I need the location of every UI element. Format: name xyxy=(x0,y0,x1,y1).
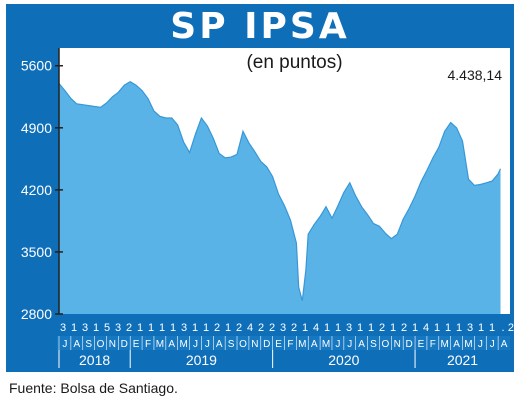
day-tick-label: 1 xyxy=(478,322,484,334)
month-label: M xyxy=(322,339,330,350)
day-tick-label: 1 xyxy=(390,322,396,334)
day-tick-label: 3 xyxy=(181,322,187,334)
month-label: S xyxy=(85,339,92,350)
day-tick-label: 1 xyxy=(137,322,143,334)
day-tick-label: 3 xyxy=(115,322,121,334)
month-label: E xyxy=(133,339,140,350)
day-tick-label: 1 xyxy=(225,322,231,334)
day-tick-label: 1 xyxy=(335,322,341,334)
month-label: N xyxy=(109,339,116,350)
month-label: A xyxy=(501,339,508,350)
day-tick-label: 2 xyxy=(126,322,132,334)
month-strip xyxy=(57,336,510,350)
month-label: M xyxy=(298,339,306,350)
month-label: D xyxy=(263,339,270,350)
month-label: J xyxy=(347,339,352,350)
month-label: S xyxy=(370,339,377,350)
day-tick-label: 1 xyxy=(170,322,176,334)
day-tick-label: 1 xyxy=(412,322,418,334)
month-label: J xyxy=(193,339,198,350)
day-tick-label: 3 xyxy=(82,322,88,334)
day-tick-label: 1 xyxy=(368,322,374,334)
day-tick-label: 2 xyxy=(291,322,297,334)
y-tick-label: 2800 xyxy=(21,306,52,322)
day-tick-label: 1 xyxy=(357,322,363,334)
chart-frame: SP IPSA 5600 4900 4200 3500 2800 (en puntos)… xyxy=(6,4,514,372)
day-tick-label: 1 xyxy=(203,322,209,334)
day-tick-label: 4 xyxy=(247,322,253,334)
day-tick-label: 2 xyxy=(214,322,220,334)
day-tick-label: 5 xyxy=(104,322,110,334)
month-label: E xyxy=(418,339,425,350)
month-label: J xyxy=(205,339,210,350)
day-tick-label: 1 xyxy=(93,322,99,334)
day-tick-label: 25 xyxy=(508,322,514,334)
month-label: F xyxy=(145,339,151,350)
year-label: 2020 xyxy=(328,352,359,368)
y-tick-label: 5600 xyxy=(21,58,52,74)
month-label: F xyxy=(430,339,436,350)
month-label: F xyxy=(287,339,293,350)
month-label: O xyxy=(97,339,105,350)
day-tick-label: 1 xyxy=(489,322,495,334)
day-tick-label: 1 xyxy=(148,322,154,334)
chart-subtitle: (en puntos) xyxy=(246,52,342,73)
y-tick-label: 4900 xyxy=(21,120,52,136)
month-label: J xyxy=(490,339,495,350)
month-label: A xyxy=(453,339,460,350)
month-label: O xyxy=(381,339,389,350)
day-tick-label: 1 xyxy=(71,322,77,334)
day-tick-label: 1 xyxy=(324,322,330,334)
month-label: M xyxy=(156,339,164,350)
day-tick-label: 2 xyxy=(258,322,264,334)
month-label: O xyxy=(239,339,247,350)
month-label: J xyxy=(478,339,483,350)
day-tick-label: 1 xyxy=(159,322,165,334)
year-label: 2018 xyxy=(79,352,110,368)
month-label: S xyxy=(228,339,235,350)
day-tick-label: 3 xyxy=(467,322,473,334)
year-label: 2021 xyxy=(447,352,478,368)
day-tick-label: 4 xyxy=(423,322,429,334)
day-tick-label: 2 xyxy=(236,322,242,334)
day-tick-label: 1 xyxy=(302,322,308,334)
day-tick-label: 2 xyxy=(269,322,275,334)
day-tick-label: 1 xyxy=(192,322,198,334)
day-tick-label: 2 xyxy=(401,322,407,334)
day-tick-label: 1 xyxy=(456,322,462,334)
day-tick-label: 4 xyxy=(313,322,319,334)
y-tick-label: 3500 xyxy=(21,244,52,260)
chart-svg: 5600 4900 4200 3500 2800 (en puntos) 4.438,1… xyxy=(21,48,514,368)
month-label: D xyxy=(406,339,413,350)
month-label: A xyxy=(168,339,175,350)
month-label: E xyxy=(275,339,282,350)
year-label: 2019 xyxy=(186,352,217,368)
month-label: J xyxy=(62,339,67,350)
month-label: J xyxy=(335,339,340,350)
day-tick-label: . xyxy=(501,322,504,334)
day-tick-label: 1 xyxy=(445,322,451,334)
day-tick-label: 3 xyxy=(346,322,352,334)
month-label: A xyxy=(358,339,365,350)
month-label: A xyxy=(73,339,80,350)
month-label: M xyxy=(441,339,449,350)
index-line-series xyxy=(58,81,502,301)
month-label: M xyxy=(464,339,472,350)
month-label: N xyxy=(251,339,258,350)
day-tick-label: 2 xyxy=(379,322,385,334)
month-label: A xyxy=(216,339,223,350)
day-tick-label: 1 xyxy=(434,322,440,334)
y-tick-label: 4200 xyxy=(21,182,52,198)
source-note: Fuente: Bolsa de Santiago. xyxy=(9,380,178,396)
day-tick-label: 3 xyxy=(280,322,286,334)
month-label: D xyxy=(121,339,128,350)
chart-title: SP IPSA xyxy=(170,6,350,47)
month-label: M xyxy=(179,339,187,350)
day-tick-label: 3 xyxy=(60,322,66,334)
month-label: A xyxy=(311,339,318,350)
month-label: N xyxy=(394,339,401,350)
last-value-label: 4.438,14 xyxy=(448,67,503,83)
